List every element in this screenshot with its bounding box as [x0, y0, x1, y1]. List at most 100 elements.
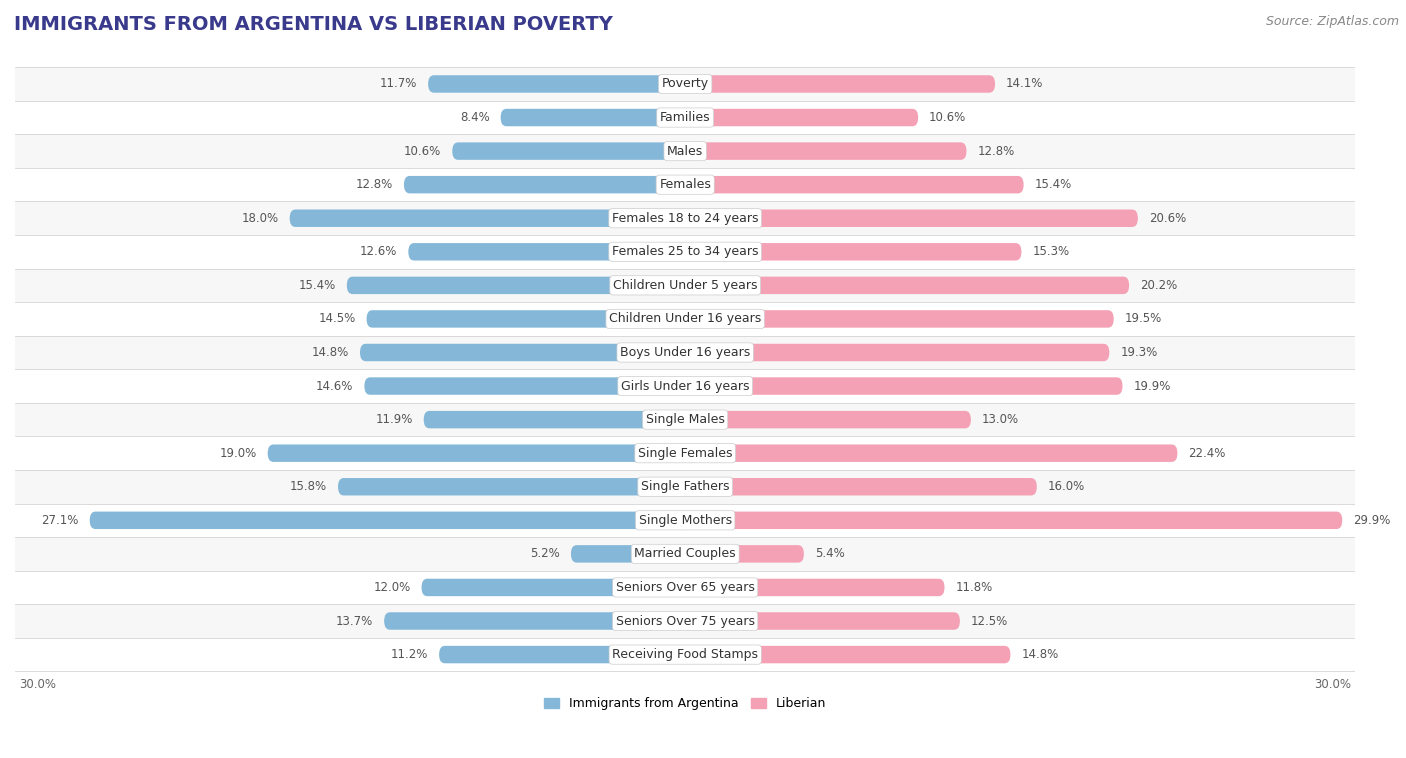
FancyBboxPatch shape [337, 478, 685, 496]
FancyBboxPatch shape [685, 612, 960, 630]
Text: 15.4%: 15.4% [1035, 178, 1071, 191]
Text: Females: Females [659, 178, 711, 191]
Text: 14.8%: 14.8% [1021, 648, 1059, 661]
FancyBboxPatch shape [427, 75, 685, 92]
FancyBboxPatch shape [685, 578, 945, 597]
FancyBboxPatch shape [408, 243, 685, 261]
Text: 15.8%: 15.8% [290, 481, 328, 493]
FancyBboxPatch shape [4, 202, 1367, 235]
FancyBboxPatch shape [360, 344, 685, 362]
FancyBboxPatch shape [364, 377, 685, 395]
FancyBboxPatch shape [4, 302, 1367, 336]
FancyBboxPatch shape [4, 168, 1367, 202]
FancyBboxPatch shape [685, 411, 972, 428]
Text: IMMIGRANTS FROM ARGENTINA VS LIBERIAN POVERTY: IMMIGRANTS FROM ARGENTINA VS LIBERIAN PO… [14, 15, 613, 34]
FancyBboxPatch shape [4, 470, 1367, 503]
Text: Married Couples: Married Couples [634, 547, 735, 560]
Text: 22.4%: 22.4% [1188, 446, 1226, 459]
FancyBboxPatch shape [685, 277, 1129, 294]
Text: 12.0%: 12.0% [373, 581, 411, 594]
Text: 14.1%: 14.1% [1007, 77, 1043, 90]
FancyBboxPatch shape [4, 101, 1367, 134]
FancyBboxPatch shape [501, 109, 685, 127]
FancyBboxPatch shape [685, 310, 1114, 327]
FancyBboxPatch shape [439, 646, 685, 663]
Text: 11.8%: 11.8% [956, 581, 993, 594]
Text: 11.7%: 11.7% [380, 77, 418, 90]
Text: Females 18 to 24 years: Females 18 to 24 years [612, 211, 758, 224]
FancyBboxPatch shape [4, 503, 1367, 537]
FancyBboxPatch shape [4, 134, 1367, 168]
Text: 11.2%: 11.2% [391, 648, 427, 661]
Text: 19.5%: 19.5% [1125, 312, 1161, 325]
Text: 15.4%: 15.4% [298, 279, 336, 292]
Text: 18.0%: 18.0% [242, 211, 278, 224]
FancyBboxPatch shape [347, 277, 685, 294]
Text: Females 25 to 34 years: Females 25 to 34 years [612, 246, 758, 258]
FancyBboxPatch shape [685, 512, 1343, 529]
FancyBboxPatch shape [4, 235, 1367, 268]
FancyBboxPatch shape [384, 612, 685, 630]
FancyBboxPatch shape [685, 109, 918, 127]
Text: 10.6%: 10.6% [404, 145, 441, 158]
Text: Boys Under 16 years: Boys Under 16 years [620, 346, 751, 359]
Text: 19.9%: 19.9% [1133, 380, 1171, 393]
Legend: Immigrants from Argentina, Liberian: Immigrants from Argentina, Liberian [538, 692, 831, 715]
Text: 15.3%: 15.3% [1032, 246, 1070, 258]
Text: 12.5%: 12.5% [972, 615, 1008, 628]
Text: Single Mothers: Single Mothers [638, 514, 731, 527]
FancyBboxPatch shape [685, 176, 1024, 193]
Text: 20.6%: 20.6% [1149, 211, 1187, 224]
Text: 5.2%: 5.2% [530, 547, 560, 560]
FancyBboxPatch shape [685, 243, 1021, 261]
FancyBboxPatch shape [422, 578, 685, 597]
FancyBboxPatch shape [453, 143, 685, 160]
FancyBboxPatch shape [685, 143, 966, 160]
Text: 13.7%: 13.7% [336, 615, 373, 628]
Text: Families: Families [659, 111, 710, 124]
Text: Children Under 16 years: Children Under 16 years [609, 312, 761, 325]
Text: Children Under 5 years: Children Under 5 years [613, 279, 758, 292]
FancyBboxPatch shape [4, 336, 1367, 369]
FancyBboxPatch shape [685, 646, 1011, 663]
FancyBboxPatch shape [685, 75, 995, 92]
FancyBboxPatch shape [4, 402, 1367, 437]
Text: Receiving Food Stamps: Receiving Food Stamps [612, 648, 758, 661]
Text: 14.6%: 14.6% [316, 380, 353, 393]
FancyBboxPatch shape [685, 377, 1122, 395]
FancyBboxPatch shape [4, 604, 1367, 637]
FancyBboxPatch shape [4, 437, 1367, 470]
Text: 29.9%: 29.9% [1353, 514, 1391, 527]
Text: Girls Under 16 years: Girls Under 16 years [621, 380, 749, 393]
FancyBboxPatch shape [685, 209, 1137, 227]
Text: Single Fathers: Single Fathers [641, 481, 730, 493]
FancyBboxPatch shape [685, 444, 1177, 462]
Text: 12.6%: 12.6% [360, 246, 398, 258]
Text: 12.8%: 12.8% [977, 145, 1015, 158]
Text: 19.0%: 19.0% [219, 446, 257, 459]
FancyBboxPatch shape [685, 545, 804, 562]
Text: Seniors Over 65 years: Seniors Over 65 years [616, 581, 755, 594]
Text: 12.8%: 12.8% [356, 178, 392, 191]
FancyBboxPatch shape [367, 310, 685, 327]
FancyBboxPatch shape [4, 67, 1367, 101]
Text: 8.4%: 8.4% [460, 111, 489, 124]
FancyBboxPatch shape [4, 637, 1367, 672]
FancyBboxPatch shape [4, 268, 1367, 302]
Text: 11.9%: 11.9% [375, 413, 413, 426]
FancyBboxPatch shape [571, 545, 685, 562]
Text: 30.0%: 30.0% [20, 678, 56, 691]
FancyBboxPatch shape [4, 571, 1367, 604]
FancyBboxPatch shape [290, 209, 685, 227]
FancyBboxPatch shape [4, 369, 1367, 402]
Text: 14.8%: 14.8% [312, 346, 349, 359]
Text: 16.0%: 16.0% [1047, 481, 1085, 493]
Text: Males: Males [666, 145, 703, 158]
FancyBboxPatch shape [423, 411, 685, 428]
Text: 13.0%: 13.0% [981, 413, 1019, 426]
Text: 14.5%: 14.5% [318, 312, 356, 325]
FancyBboxPatch shape [404, 176, 685, 193]
FancyBboxPatch shape [685, 478, 1036, 496]
Text: Single Males: Single Males [645, 413, 724, 426]
Text: Seniors Over 75 years: Seniors Over 75 years [616, 615, 755, 628]
